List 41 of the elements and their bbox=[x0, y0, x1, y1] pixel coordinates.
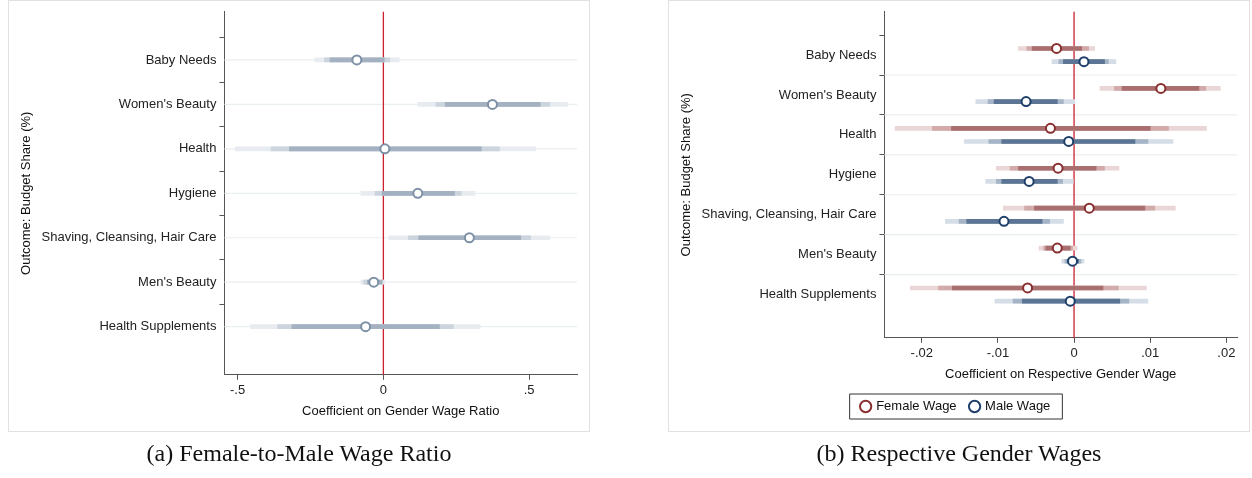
x-axis-title: Coefficient on Gender Wage Ratio bbox=[302, 402, 500, 418]
point bbox=[412, 187, 424, 199]
bar bbox=[418, 235, 522, 241]
x-tick-label: 0 bbox=[379, 382, 387, 398]
x-tick-label: 0 bbox=[1070, 345, 1078, 361]
y-tick-label: Baby Needs bbox=[805, 46, 877, 62]
bar bbox=[1001, 139, 1136, 144]
y-tick-label: Hygiene bbox=[828, 166, 877, 182]
y-tick-label: Men's Beauty bbox=[798, 246, 877, 262]
bar bbox=[951, 125, 1151, 131]
text: (a) Female-to-Male Wage Ratio bbox=[145, 440, 453, 467]
x-tick-label: -.5 bbox=[230, 382, 246, 398]
y-tick-label: Women's Beauty bbox=[118, 95, 217, 111]
y-axis-title: Outcome: Budget Share (%) bbox=[678, 93, 694, 257]
x-tick-label: .5 bbox=[523, 382, 535, 398]
x-tick-label: .01 bbox=[1141, 345, 1160, 361]
point bbox=[463, 232, 475, 244]
y-tick-label: Men's Beauty bbox=[138, 273, 217, 289]
x-tick-label: .02 bbox=[1217, 345, 1236, 361]
point bbox=[360, 321, 372, 333]
legend-label: Female Wage bbox=[876, 398, 957, 414]
y-axis-title: Outcome: Budget Share (%) bbox=[18, 111, 34, 275]
legend-label: Male Wage bbox=[985, 398, 1051, 414]
y-tick-label: Health Supplements bbox=[99, 318, 217, 334]
bar bbox=[444, 102, 541, 107]
bar bbox=[291, 324, 440, 329]
x-tick-label: -.01 bbox=[986, 345, 1010, 361]
x-tick-label: -.02 bbox=[910, 345, 933, 361]
text: (b) Respective Gender Wages bbox=[815, 440, 1103, 467]
y-tick-label: Health bbox=[178, 140, 217, 156]
point bbox=[351, 54, 363, 66]
y-tick-label: Hygiene bbox=[168, 184, 217, 200]
y-tick-label: Shaving, Cleansing, Hair Care bbox=[701, 206, 877, 222]
y-tick-label: Health bbox=[838, 126, 877, 142]
x-axis-title: Coefficient on Respective Gender Wage bbox=[945, 365, 1177, 381]
point bbox=[379, 143, 391, 155]
y-tick-label: Baby Needs bbox=[145, 51, 217, 67]
y-tick-label: Women's Beauty bbox=[778, 86, 877, 102]
y-tick-label: Health Supplements bbox=[759, 286, 877, 302]
point bbox=[486, 98, 498, 110]
y-tick-label: Shaving, Cleansing, Hair Care bbox=[41, 229, 217, 245]
